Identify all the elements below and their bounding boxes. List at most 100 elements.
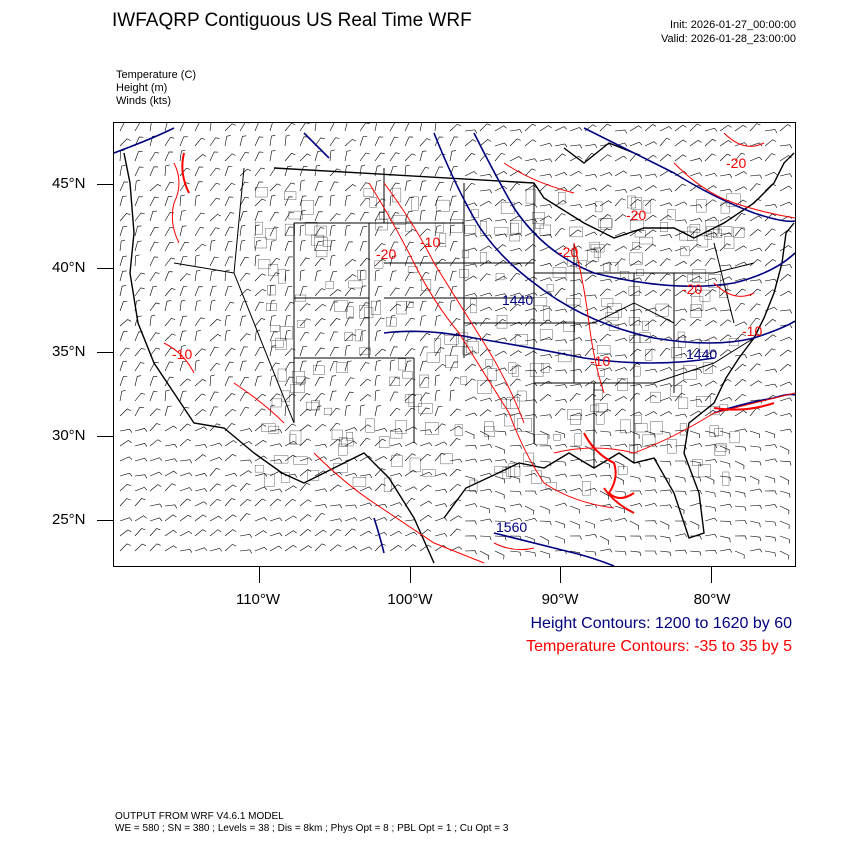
wind-barb	[119, 123, 125, 132]
wind-barb	[554, 535, 565, 544]
county-cell	[546, 284, 554, 292]
wind-barb	[554, 277, 568, 282]
county-cell	[629, 252, 643, 265]
wind-barb	[284, 530, 297, 537]
wind-barb	[689, 460, 701, 467]
wind-barb	[224, 472, 238, 477]
temperature-label: -20	[682, 281, 702, 297]
wind-barb	[734, 460, 745, 470]
wind-barb	[374, 360, 381, 372]
wind-barb	[284, 241, 293, 252]
wind-barb	[404, 228, 417, 237]
wind-barb	[614, 322, 628, 327]
wind-barb	[614, 460, 625, 470]
wind-barb	[629, 198, 642, 207]
wind-barb	[569, 474, 583, 479]
wind-barb	[164, 300, 172, 312]
county-cell	[375, 219, 388, 231]
wind-barb	[614, 408, 626, 417]
county-cell	[445, 354, 458, 368]
temperature-contour-legend: Temperature Contours: -35 to 35 by 5	[526, 638, 792, 655]
county-cell	[392, 215, 407, 225]
wind-barb	[509, 378, 521, 387]
wind-barb	[674, 533, 688, 538]
wind-barb	[434, 315, 441, 327]
county-cell	[462, 249, 469, 259]
wind-barb	[539, 307, 553, 312]
county-cell	[281, 390, 290, 403]
county-cell	[687, 274, 700, 282]
wind-barb	[614, 198, 626, 207]
wind-barb	[464, 363, 477, 372]
wind-barb	[719, 232, 733, 237]
wind-barb	[209, 442, 223, 447]
wind-barb	[719, 366, 733, 372]
wind-barb	[659, 504, 673, 509]
wind-barb	[299, 469, 312, 477]
wind-barb	[239, 152, 250, 162]
wind-barb	[314, 392, 326, 402]
wind-barb	[134, 254, 140, 267]
wind-barb	[644, 214, 657, 222]
wind-barb	[299, 195, 307, 207]
county-cell	[425, 422, 439, 435]
wind-barb	[209, 467, 221, 477]
wind-barb	[539, 394, 552, 402]
wind-barb	[479, 245, 492, 252]
wind-barb	[194, 154, 207, 162]
wind-barb	[284, 376, 294, 387]
county-cell	[341, 438, 354, 447]
wind-barb	[659, 154, 672, 162]
county-cell	[631, 197, 642, 210]
wind-barb	[239, 376, 249, 387]
wind-barb	[254, 455, 267, 462]
county-cell	[605, 312, 619, 321]
wind-barb	[719, 535, 731, 543]
weather-map: 1440 1440 1560 -20 -10 -20 -10 -20 -10 -…	[113, 122, 796, 567]
wind-barb	[704, 138, 717, 147]
temperature-label: -20	[376, 246, 396, 262]
county-cell	[494, 227, 509, 235]
wind-barb	[644, 244, 657, 252]
county-cell	[722, 471, 730, 486]
wind-barb	[689, 275, 702, 282]
wind-barb	[599, 367, 613, 372]
wind-barb	[479, 472, 493, 477]
wind-barb	[434, 136, 444, 147]
wind-barb	[734, 520, 747, 525]
county-cell	[660, 222, 668, 232]
wind-barb	[674, 201, 688, 207]
wind-barb	[374, 428, 388, 432]
county-cell	[398, 358, 406, 371]
wind-barb	[779, 264, 793, 269]
wind-barb	[704, 153, 716, 162]
wind-barb	[284, 315, 291, 327]
county-cell	[271, 340, 284, 348]
county-cell	[293, 456, 308, 465]
wind-barb	[749, 520, 761, 528]
county-cell	[359, 347, 371, 355]
wind-barb	[299, 269, 305, 282]
wind-barb	[629, 490, 642, 495]
county-cell	[678, 397, 689, 409]
wind-barb	[194, 227, 205, 237]
county-cell	[667, 209, 676, 220]
wind-barb	[524, 369, 538, 374]
wind-barb	[314, 376, 324, 387]
temperature-label: -10	[742, 323, 762, 339]
wind-barb	[359, 516, 373, 522]
wind-barb	[164, 257, 175, 267]
wind-barb	[269, 443, 283, 448]
county-cell	[629, 335, 641, 343]
wind-barb	[764, 550, 776, 557]
wind-barb	[404, 286, 414, 297]
wind-barb	[344, 504, 358, 509]
wind-barb	[569, 245, 582, 252]
wind-barb	[539, 365, 552, 372]
wind-barb	[374, 348, 387, 357]
wind-barb	[749, 430, 760, 439]
wind-barb	[389, 166, 398, 177]
wind-barb	[179, 149, 186, 162]
wind-barb	[674, 413, 688, 418]
wind-barb	[539, 520, 552, 526]
